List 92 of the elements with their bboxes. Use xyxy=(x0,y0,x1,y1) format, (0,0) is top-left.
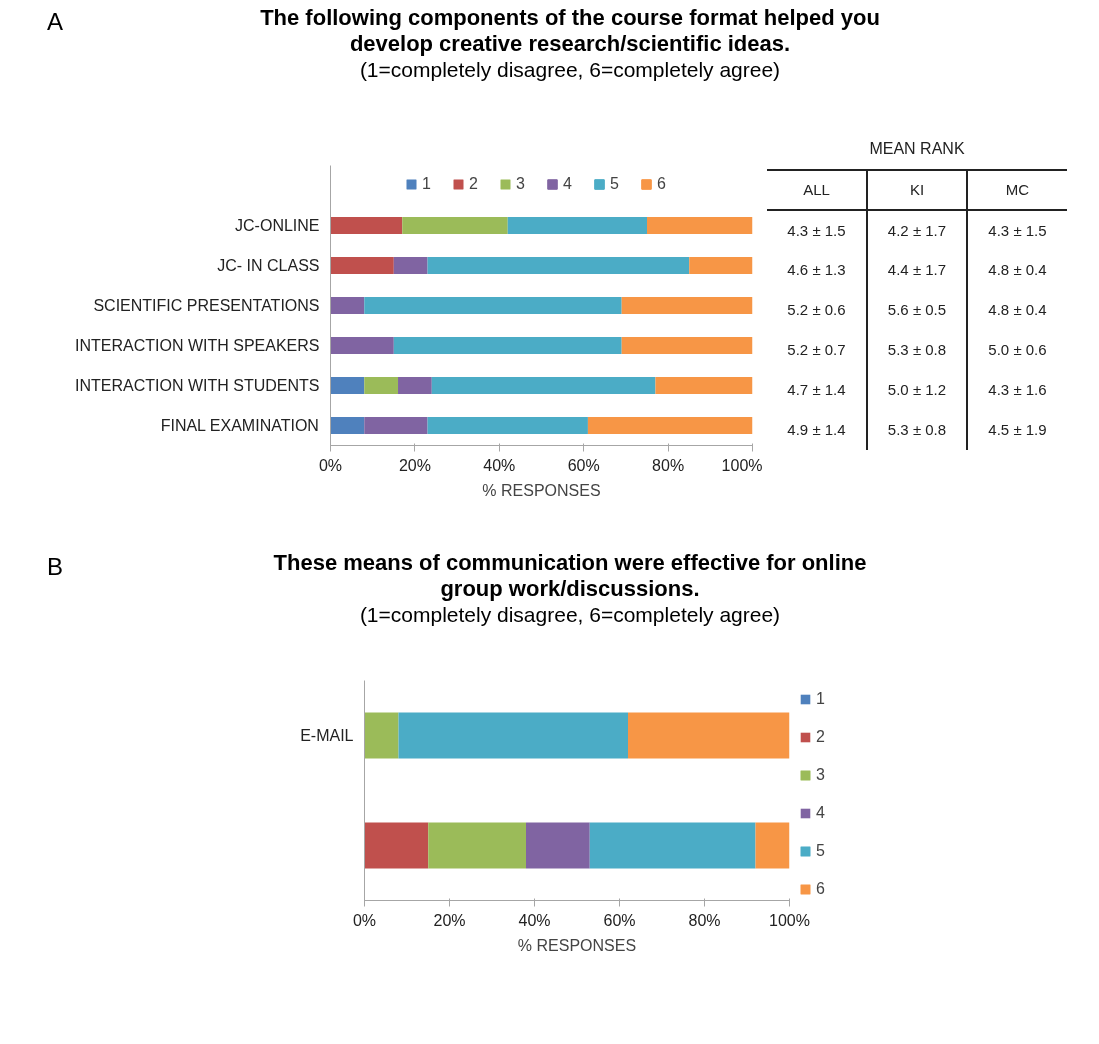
bar xyxy=(621,297,753,314)
bar xyxy=(655,377,753,394)
x-tick-label: 80% xyxy=(688,911,721,929)
bar xyxy=(330,377,365,394)
bar xyxy=(526,822,590,869)
bar xyxy=(364,377,399,394)
bar xyxy=(393,337,622,354)
legend-label: 5 xyxy=(816,842,826,860)
y-tick-label: JC- IN CLASS xyxy=(217,257,320,274)
text: 5.0 ± 1.2 xyxy=(867,370,967,410)
x-tick-label: 60% xyxy=(567,456,600,474)
x-tick-label: 40% xyxy=(483,456,516,474)
chart-title: These means of communication were effective for online group work/discussions. xyxy=(272,550,868,602)
text: 5.0 ± 0.6 xyxy=(967,330,1067,370)
text: 5.3 ± 0.8 xyxy=(867,410,967,450)
text: 4.7 ± 1.4 xyxy=(786,380,847,401)
text: 5.2 ± 0.6 xyxy=(786,300,847,321)
bar xyxy=(364,712,399,759)
text: MC xyxy=(967,170,1067,210)
x-tick-label: 0% xyxy=(318,456,343,474)
bar xyxy=(587,417,753,434)
bar xyxy=(364,822,429,869)
bar xyxy=(330,417,365,434)
bar xyxy=(647,217,753,234)
text: 4.4 ± 1.7 xyxy=(867,250,967,290)
bar xyxy=(330,297,365,314)
text: 5.3 ± 0.8 xyxy=(867,330,967,370)
y-tick-label: JC-ONLINE xyxy=(235,217,320,234)
bar xyxy=(398,712,628,759)
x-axis-title: % RESPONSES xyxy=(482,481,601,499)
x-tick-label: 20% xyxy=(433,911,466,929)
text: 4.8 ± 0.4 xyxy=(967,250,1067,290)
bar xyxy=(621,337,753,354)
x-tick-label: 100% xyxy=(721,456,763,474)
x-tick-label: 80% xyxy=(652,456,685,474)
text: 4.2 ± 1.7 xyxy=(867,210,967,250)
bar xyxy=(431,377,656,394)
bar xyxy=(330,257,394,274)
bar xyxy=(330,337,394,354)
legend-label: 2 xyxy=(469,175,479,193)
text: 4.9 ± 1.4 xyxy=(786,420,847,441)
chart-subtitle: (1=completely disagree, 6=completely agree) xyxy=(358,602,782,628)
bar xyxy=(428,822,526,869)
x-tick-label: 0% xyxy=(352,911,377,929)
bar xyxy=(689,257,753,274)
legend-label: 4 xyxy=(563,175,573,193)
text: 4.8 ± 0.4 xyxy=(967,290,1067,330)
text: 4.6 ± 1.3 xyxy=(786,260,847,281)
y-tick-label: SCIENTIFIC PRESENTATIONS xyxy=(93,297,320,314)
y-tick-label: INTERACTION WITH SPEAKERS xyxy=(75,337,320,354)
bar xyxy=(398,377,432,394)
legend-label: 1 xyxy=(816,690,826,708)
legend-label: 1 xyxy=(422,175,432,193)
text: 4.3 ± 1.6 xyxy=(967,370,1067,410)
text: MEAN RANK xyxy=(767,130,1067,170)
bar xyxy=(427,417,588,434)
text: KI xyxy=(867,170,967,210)
legend-label: 6 xyxy=(657,175,667,193)
bar xyxy=(402,217,508,234)
text: B xyxy=(47,552,64,582)
bar xyxy=(628,712,790,759)
bar xyxy=(364,297,622,314)
x-tick-label: 20% xyxy=(398,456,431,474)
legend-label: 3 xyxy=(516,175,526,193)
text: 5.2 ± 0.7 xyxy=(786,340,847,361)
text: A xyxy=(47,7,64,37)
legend-label: 3 xyxy=(816,766,826,784)
x-tick-label: 60% xyxy=(603,911,636,929)
x-axis-title: % RESPONSES xyxy=(517,936,637,954)
chart-subtitle: (1=completely disagree, 6=completely agree) xyxy=(358,57,782,83)
y-tick-label: FINAL EXAMINATION xyxy=(160,417,319,434)
text: 4.5 ± 1.9 xyxy=(967,410,1067,450)
legend-label: 6 xyxy=(816,880,826,898)
bar xyxy=(427,257,690,274)
legend-label: 5 xyxy=(610,175,620,193)
text: 4.3 ± 1.5 xyxy=(967,210,1067,250)
bar xyxy=(393,257,428,274)
bar xyxy=(507,217,647,234)
bar xyxy=(364,417,428,434)
bar xyxy=(755,822,790,869)
text: ALL xyxy=(767,170,867,210)
text: 5.6 ± 0.5 xyxy=(867,290,967,330)
text: 4.3 ± 1.5 xyxy=(786,220,847,241)
legend-label: 2 xyxy=(816,728,826,746)
x-tick-label: 40% xyxy=(518,911,551,929)
chart-title: The following components of the course format helped you develop creative research/scientific ideas. xyxy=(259,5,881,57)
y-tick-label: E-MAIL xyxy=(300,727,354,744)
bar xyxy=(589,822,756,869)
y-tick-label: INTERACTION WITH STUDENTS xyxy=(75,377,320,394)
bar xyxy=(330,217,403,234)
x-tick-label: 100% xyxy=(769,911,810,929)
legend-label: 4 xyxy=(816,804,826,822)
